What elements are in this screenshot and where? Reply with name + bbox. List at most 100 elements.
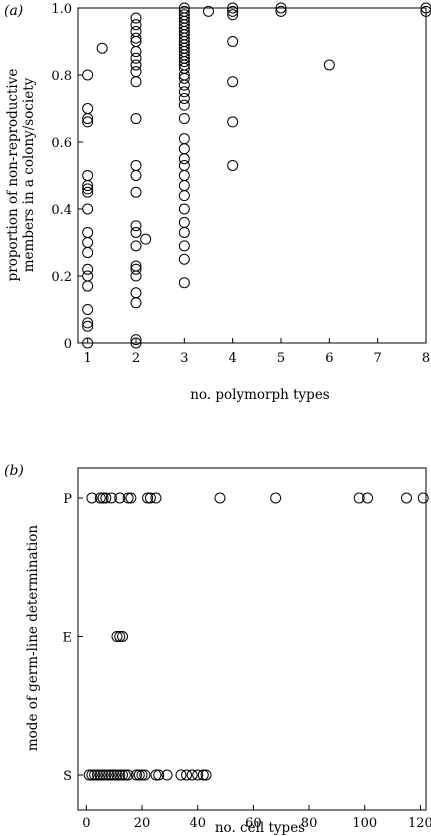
panel-a-data-point: [275, 2, 287, 14]
panel-a-data-point: [178, 72, 190, 84]
panel-b-data-point: [89, 769, 101, 781]
panel-b-data-point: [186, 769, 198, 781]
panel-a-label: (a): [4, 3, 23, 19]
panel-a-data-point: [130, 220, 142, 232]
panel-a-data-point: [82, 263, 94, 275]
panel-a-data-point: [82, 337, 94, 349]
panel-b-data-point: [100, 769, 112, 781]
panel-a-data-point: [178, 190, 190, 202]
panel-b-data-point: [111, 769, 123, 781]
panel-a-y-tick-label: 0.6: [51, 136, 72, 151]
panel-a-data-point: [227, 159, 239, 171]
panel-a-data-point: [227, 9, 239, 21]
panel-a-data-point: [82, 113, 94, 125]
panel-a-data-point: [178, 56, 190, 68]
panel-a-x-tick-label: 3: [180, 351, 188, 366]
panel-b-plot-frame: [77, 467, 427, 811]
panel-a-y-tick-label: 0: [64, 337, 72, 352]
panel-b-data-point: [270, 492, 282, 504]
panel-b: (b) 0 20 40 60 80 100 120 S E P no. cell types m…: [4, 463, 431, 836]
panel-b-data-point: [417, 492, 429, 504]
panel-a-data-point: [130, 32, 142, 44]
panel-a-y-axis-label-line1: proportion of non-reproductive: [5, 69, 21, 282]
panel-a-data-point: [178, 277, 190, 289]
panel-a-data-point: [130, 12, 142, 24]
panel-a-y-tick-label: 0.4: [51, 203, 72, 218]
panel-a-data-point: [178, 113, 190, 125]
panel-a-data-point: [82, 280, 94, 292]
panel-b-x-tick-label: 120: [408, 816, 431, 831]
panel-a-data-point: [178, 133, 190, 145]
panel-a-data-point: [130, 52, 142, 64]
panel-a-data-point: [178, 170, 190, 181]
panel-b-data-point: [94, 769, 106, 781]
panel-b-label: (b): [4, 463, 24, 479]
panel-b-data-point: [111, 631, 123, 642]
panel-a-data-point: [130, 226, 142, 238]
panel-a-data-point: [82, 69, 94, 81]
panel-a-data-point: [130, 159, 142, 171]
panel-a-x-tick-label: 5: [277, 351, 285, 366]
panel-a-data-point: [82, 270, 94, 282]
panel-b-x-tick-label: 40: [189, 816, 206, 831]
panel-a-data-point: [82, 226, 94, 238]
panel-a-data-point: [82, 180, 94, 192]
panel-b-data-point: [133, 769, 145, 781]
panel-b-data-point: [139, 769, 151, 781]
panel-a-data-point: [130, 170, 142, 181]
panel-a-x-ticks: 1 2 3 4 5 6 7 8: [84, 338, 430, 366]
panel-b-y-ticks: S E P: [63, 492, 83, 784]
panel-a-data-point: [82, 186, 94, 198]
panel-b-y-tick-label: E: [63, 631, 73, 646]
panel-a-data-point: [130, 19, 142, 31]
panel-b-x-tick-label: 20: [134, 816, 151, 831]
panel-b-data-point: [362, 492, 374, 504]
panel-a-y-tick-label: 0.8: [51, 69, 72, 84]
panel-a-plot-frame: [77, 7, 427, 344]
panel-b-data-point: [122, 492, 134, 504]
panel-a-data-point: [323, 59, 335, 71]
panel-b-data-point: [97, 492, 109, 504]
panel-b-data-point: [117, 631, 129, 642]
panel-a-data-point: [130, 59, 142, 71]
panel-b-y-tick-label: P: [63, 492, 72, 507]
panel-b-data-point: [100, 492, 112, 504]
panel-b-data-point: [130, 769, 142, 781]
panel-b-data-point: [200, 769, 212, 781]
panel-a-data-point: [227, 36, 239, 47]
panel-a-data-point: [130, 270, 142, 282]
panel-a-data-point: [130, 186, 142, 198]
panel-a-data-point: [130, 263, 142, 275]
panel-a-points: [82, 2, 431, 349]
panel-b-data-point: [401, 492, 413, 504]
panel-b-data-point: [197, 769, 209, 781]
panel-a-data-point: [203, 5, 214, 17]
panel-b-data-point: [105, 769, 117, 781]
panel-a-y-axis-label-line2: members in a colony/society: [21, 77, 37, 272]
panel-b-data-point: [86, 492, 98, 504]
panel-b-data-point: [103, 769, 115, 781]
panel-b-data-point: [86, 769, 98, 781]
panel-a-data-point: [178, 99, 190, 111]
panel-a-data-point: [178, 216, 190, 228]
panel-b-points: [83, 492, 429, 781]
panel-b-data-point: [94, 492, 106, 504]
panel-b-data-point: [117, 769, 129, 781]
panel-b-data-point: [136, 769, 148, 781]
panel-b-data-point: [181, 769, 193, 781]
panel-b-data-point: [153, 769, 165, 781]
panel-a-data-point: [178, 180, 190, 192]
panel-b-data-point: [119, 769, 131, 781]
panel-b-data-point: [175, 769, 187, 781]
panel-a-data-point: [227, 2, 239, 14]
panel-a-data-point: [178, 153, 190, 165]
panel-b-x-tick-label: 0: [82, 816, 90, 831]
panel-a-data-point: [130, 334, 142, 346]
panel-a-data-point: [178, 143, 190, 155]
panel-b-data-point: [125, 492, 137, 504]
panel-b-data-point: [353, 492, 365, 504]
panel-b-data-point: [114, 492, 126, 504]
panel-a-y-tick-label: 1.0: [51, 2, 72, 17]
panel-b-data-point: [108, 769, 120, 781]
